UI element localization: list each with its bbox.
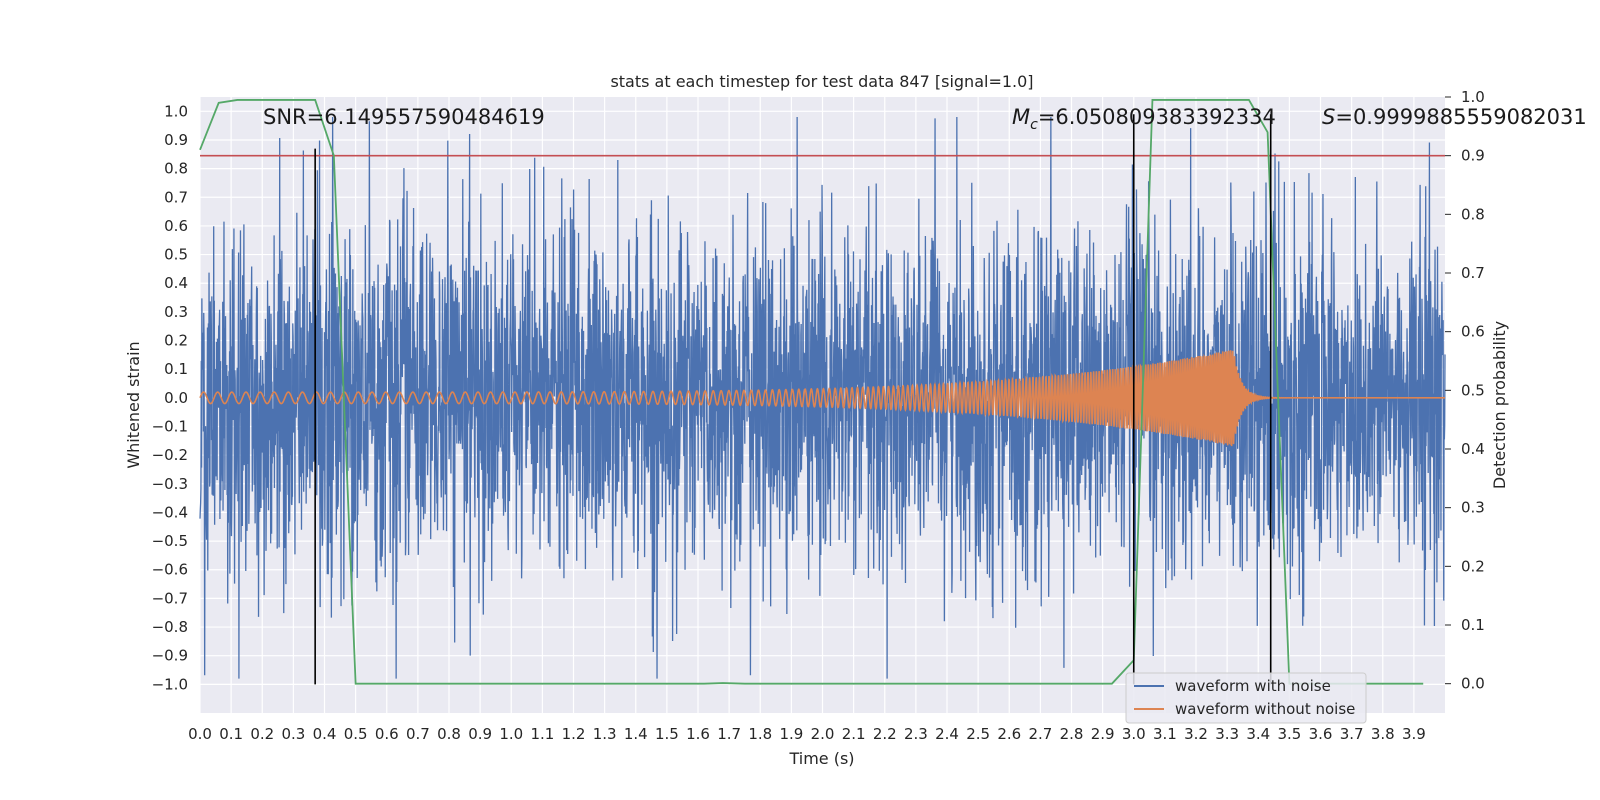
x-tick-label: 2.0 [811,725,835,743]
x-tick-label: 1.4 [624,725,648,743]
y-left-tick-label: 0.6 [164,217,188,235]
x-tick-label: 3.6 [1309,725,1333,743]
x-tick-label: 3.1 [1153,725,1177,743]
y-left-tick-label: −0.5 [152,532,188,550]
y-right-tick-label: 0.0 [1461,675,1485,693]
y-axis-right-label: Detection probability [1490,321,1509,489]
y-left-tick-label: −0.6 [152,561,188,579]
x-axis-label: Time (s) [788,749,854,768]
x-tick-label: 1.9 [779,725,803,743]
x-tick-label: 0.9 [468,725,492,743]
x-tick-label: 3.2 [1184,725,1208,743]
y-left-tick-label: −1.0 [152,675,188,693]
x-tick-label: 3.4 [1246,725,1270,743]
annotation-snr: SNR=6.149557590484619 [263,105,545,129]
x-tick-label: 3.0 [1122,725,1146,743]
x-tick-label: 2.8 [1060,725,1084,743]
x-tick-label: 0.3 [281,725,305,743]
y-right-tick-label: 0.1 [1461,616,1485,634]
y-left-tick-label: 1.0 [164,102,188,120]
series [199,99,1446,685]
legend-box [1125,672,1367,724]
y-left-tick-label: 0.2 [164,332,188,350]
y-right-tick-label: 0.2 [1461,557,1485,575]
annotation-score: S=0.9999885559082031 [1322,105,1587,129]
y-left-tick-label: 0.7 [164,188,188,206]
x-tick-label: 2.2 [873,725,897,743]
x-tick-label: 1.2 [562,725,586,743]
x-tick-label: 0.0 [188,725,212,743]
y-left-tick-label: −0.2 [152,446,188,464]
x-tick-label: 1.0 [499,725,523,743]
y-left-tick-label: −0.4 [152,503,188,521]
x-tick-label: 0.5 [344,725,368,743]
series-detection-probability [199,99,1424,685]
x-tick-label: 3.9 [1402,725,1426,743]
legend-label-clean: waveform without noise [1175,700,1355,718]
legend: waveform with noise waveform without noi… [1125,672,1367,724]
y-right-tick-label: 0.3 [1461,499,1485,517]
y-left-tick-label: 0.5 [164,246,188,264]
y-right-tick-label: 0.7 [1461,264,1485,282]
y-left-tick-label: −0.9 [152,647,188,665]
y-left-tick-label: 0.4 [164,274,188,292]
y-right-tick-label: 1.0 [1461,88,1485,106]
y-axis-left-label: Whitened strain [124,341,143,468]
y-left-tick-label: 0.8 [164,160,188,178]
x-tick-label: 2.7 [1028,725,1052,743]
x-tick-label: 1.1 [530,725,554,743]
x-tick-label: 3.3 [1215,725,1239,743]
annotation-chirp-mass: Mc=6.050809383392334 [1012,105,1276,133]
x-tick-label: 3.8 [1371,725,1395,743]
chart-title: stats at each timestep for test data 847… [610,72,1033,91]
legend-label-noisy: waveform with noise [1175,677,1331,695]
y-right-tick-label: 0.6 [1461,323,1485,341]
x-tick-label: 1.6 [686,725,710,743]
x-tick-label: 0.6 [375,725,399,743]
x-tick-label: 3.7 [1340,725,1364,743]
y-left-tick-label: −0.3 [152,475,188,493]
x-tick-label: 1.8 [748,725,772,743]
x-tick-label: 2.9 [1091,725,1115,743]
x-tick-label: 1.3 [593,725,617,743]
x-tick-label: 0.7 [406,725,430,743]
y-left-tick-label: −0.7 [152,589,188,607]
x-tick-label: 2.3 [904,725,928,743]
x-tick-label: 1.5 [655,725,679,743]
y-left-tick-label: −0.8 [152,618,188,636]
x-axis-ticks: 0.0 0.1 0.2 0.3 0.4 0.5 0.6 0.7 0.8 0.9 1.0 1.1 1.2 1… [188,725,1426,743]
y-right-tick-label: 0.4 [1461,440,1485,458]
x-tick-label: 2.4 [935,725,959,743]
y-axis-right-ticks: 0.0 0.1 0.2 0.3 0.4 0.5 0.6 0.7 0.8 0.9 1.0 [1445,88,1485,693]
y-right-tick-label: 0.8 [1461,205,1485,223]
series-waveform-without-noise [199,350,1445,447]
y-left-tick-label: −0.1 [152,417,188,435]
y-right-tick-label: 0.5 [1461,381,1485,399]
x-tick-label: 0.2 [250,725,274,743]
x-tick-label: 2.6 [997,725,1021,743]
x-tick-label: 0.8 [437,725,461,743]
y-right-tick-label: 0.9 [1461,147,1485,165]
x-tick-label: 0.4 [313,725,337,743]
x-tick-label: 3.5 [1277,725,1301,743]
x-tick-label: 2.5 [966,725,990,743]
series-waveform-with-noise [199,117,1446,679]
y-left-tick-label: 0.1 [164,360,188,378]
x-tick-label: 1.7 [717,725,741,743]
x-tick-label: 2.1 [842,725,866,743]
y-left-tick-label: 0.9 [164,131,188,149]
y-axis-left-ticks: 1.0 0.9 0.8 0.7 0.6 0.5 0.4 0.3 0.2 0.1 0.0 −0.1 −0.… [152,102,188,693]
y-left-tick-label: 0.3 [164,303,188,321]
x-tick-label: 0.1 [219,725,243,743]
y-left-tick-label: 0.0 [164,389,188,407]
